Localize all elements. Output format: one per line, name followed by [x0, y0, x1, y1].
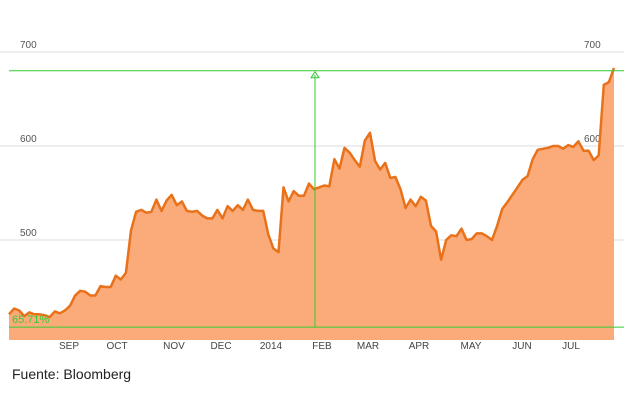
x-tick-label-nov: NOV	[163, 341, 185, 352]
x-axis-tick-labels: SEP OCT NOV DEC 2014 FEB MAR APR MAY JUN JUL	[59, 341, 580, 352]
x-tick-label-2014: 2014	[260, 341, 283, 352]
x-tick-label-sep: SEP	[59, 341, 79, 352]
x-tick-label-feb: FEB	[312, 341, 332, 352]
x-tick-label-dec: DEC	[210, 341, 231, 352]
x-tick-label-apr: APR	[409, 341, 430, 352]
y-tick-label-left-500: 500	[20, 228, 37, 239]
y-tick-label-left-700: 700	[20, 40, 37, 51]
x-tick-label-jul: JUL	[562, 341, 580, 352]
x-tick-label-oct: OCT	[106, 341, 127, 352]
y-tick-label-right-600: 600	[584, 134, 601, 145]
x-tick-label-mar: MAR	[357, 341, 379, 352]
price-area-fill	[9, 68, 614, 340]
price-line	[8, 67, 616, 319]
reference-lines	[9, 70, 624, 328]
x-tick-label-jun: JUN	[512, 341, 531, 352]
x-tick-label-may: MAY	[461, 341, 482, 352]
y-tick-label-right-700: 700	[584, 40, 601, 51]
source-caption: Fuente: Bloomberg	[12, 366, 132, 382]
marker-arrow-icon	[310, 70, 320, 79]
y-tick-label-left-600: 600	[20, 134, 37, 145]
percent-change-annotation: 65.71%	[12, 314, 50, 326]
stock-price-chart: 500500600600700700 65.71% SEPOCTNOVDEC20…	[0, 40, 624, 352]
